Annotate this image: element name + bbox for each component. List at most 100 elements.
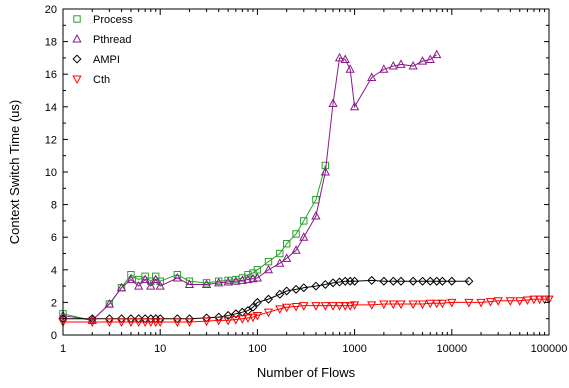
data-point-pthread [172,272,182,282]
data-point-ampi [263,294,273,304]
data-point-pthread [155,281,165,290]
legend-label-pthread: Pthread [93,34,132,46]
data-point-pthread [133,281,144,290]
data-point-pthread [201,279,212,288]
y-axis-title: Context Switch Time (us) [7,100,22,245]
legend-marker-pthread [72,33,82,43]
data-point-cth [515,297,525,306]
y-tick-label: 8 [51,200,57,212]
data-point-ampi [117,314,127,324]
data-point-pthread [432,49,442,59]
data-point-cth [367,301,377,310]
data-point-process [276,249,284,258]
x-axis-title: Number of Flows [257,365,356,380]
data-point-cth [425,299,435,309]
data-point-cth [87,318,97,328]
y-tick-label: 10 [45,167,57,179]
data-point-cth [116,318,127,328]
data-point-cth [320,302,330,311]
data-point-ampi [418,276,428,286]
x-tick-label: 100 [248,343,266,355]
data-point-pthread [151,274,161,284]
data-point-cth [388,300,398,310]
data-point-pthread [104,298,115,308]
data-point-pthread [126,274,136,284]
data-point-cth [447,298,457,308]
y-tick-label: 14 [45,102,57,114]
data-point-ampi [396,276,406,286]
data-point-cth [534,295,545,305]
series-line-process [62,165,326,321]
y-tick-label: 16 [45,69,57,81]
data-point-cth [248,313,258,323]
data-point-cth [237,315,247,324]
data-point-ampi [282,286,292,296]
x-tick-label: 10000 [437,343,468,355]
data-point-ampi [248,302,258,312]
data-point-pthread [320,166,330,176]
data-point-cth [334,302,345,311]
data-point-pthread [388,61,398,70]
data-point-cth [252,311,263,321]
data-point-ampi [447,276,457,286]
data-point-cth [282,303,292,313]
data-point-cth [437,299,448,309]
y-tick-label: 6 [51,232,57,244]
data-point-pthread [311,210,321,220]
data-point-cth [126,318,136,328]
data-point-ampi [252,297,262,307]
data-point-cth [223,316,233,326]
series-process [59,161,330,325]
data-point-cth [155,318,165,328]
data-point-ampi [350,276,360,286]
y-tick-label: 18 [45,37,57,49]
data-point-cth [505,297,515,306]
data-point-pthread [328,98,338,108]
data-point-process [300,217,308,225]
data-point-process [127,270,135,279]
data-point-cth [275,305,285,314]
data-point-ampi [299,283,309,293]
data-point-ampi [223,310,233,320]
y-tick-label: 0 [51,330,57,342]
data-point-ampi [202,313,212,323]
data-point-cth [172,318,182,328]
data-point-pthread [140,274,150,284]
axis-layer: 0 2 4 6 8 10 12 14 16 18 20 1 10 100 1000 10000 100000 [45,4,568,355]
y-tick-label: 4 [51,265,57,277]
y-tick-label: 2 [51,297,57,309]
legend-marker-cth [72,75,82,85]
data-point-ampi [388,276,398,286]
legend-item-process: Process [73,14,133,26]
x-tick-label: 10 [154,343,166,355]
legend-label-cth: Cth [93,74,110,86]
x-tick-label: 1000 [342,343,366,355]
data-point-pthread [417,56,428,65]
data-point-pthread [223,276,233,286]
data-point-cth [328,302,338,311]
data-point-ampi [184,314,194,324]
data-point-pthread [237,275,247,284]
data-point-ampi [172,314,182,324]
legend-item-ampi: AMPI [72,54,120,66]
data-point-pthread [425,54,435,64]
data-point-cth [349,301,360,310]
data-point-cth [379,300,389,310]
data-point-cth [340,302,350,311]
data-point-pthread [184,279,195,288]
data-point-pthread [367,72,377,81]
data-point-process [292,230,300,238]
data-point-cth [201,317,212,327]
data-point-cth [231,316,241,325]
data-point-cth [522,296,533,306]
data-point-ampi [408,276,418,286]
data-point-cth [243,314,253,323]
data-point-cth [146,318,156,328]
data-point-cth [140,318,150,328]
data-point-pthread [291,245,301,254]
data-point-ampi [104,314,114,324]
data-point-ampi [126,314,136,324]
data-point-cth [263,308,274,318]
data-point-ampi [464,276,474,286]
